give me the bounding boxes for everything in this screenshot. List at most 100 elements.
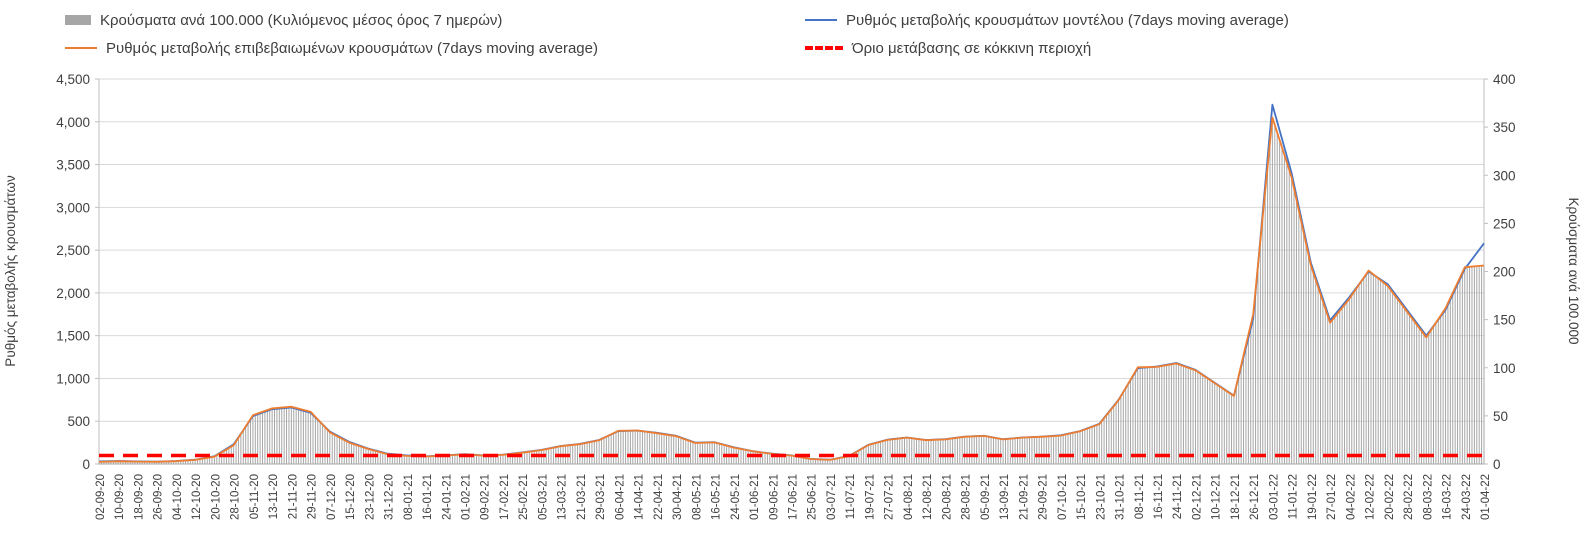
svg-text:26-09-20: 26-09-20 <box>153 474 165 520</box>
svg-text:27-01-22: 27-01-22 <box>1326 474 1338 520</box>
svg-text:31-12-20: 31-12-20 <box>384 474 396 520</box>
svg-text:13-03-21: 13-03-21 <box>557 474 569 520</box>
svg-text:3,500: 3,500 <box>56 158 90 173</box>
model-line-swatch-icon <box>805 19 837 21</box>
svg-text:14-04-21: 14-04-21 <box>634 474 646 520</box>
svg-text:20-08-21: 20-08-21 <box>941 474 953 520</box>
gridlines <box>98 78 1485 465</box>
svg-text:28-10-20: 28-10-20 <box>230 474 242 520</box>
svg-text:31-10-21: 31-10-21 <box>1115 474 1127 520</box>
svg-text:20-02-22: 20-02-22 <box>1384 474 1396 520</box>
svg-text:09-02-21: 09-02-21 <box>480 474 492 520</box>
threshold-dash-swatch-icon <box>805 46 843 50</box>
svg-text:07-10-21: 07-10-21 <box>1057 474 1069 520</box>
svg-text:27-07-21: 27-07-21 <box>884 474 896 520</box>
svg-text:29-11-20: 29-11-20 <box>307 474 319 519</box>
cases-bars <box>98 117 1485 464</box>
svg-text:16-01-21: 16-01-21 <box>422 474 434 520</box>
svg-text:13-11-20: 13-11-20 <box>268 474 280 519</box>
svg-text:4,500: 4,500 <box>56 72 90 87</box>
svg-text:04-02-22: 04-02-22 <box>1345 474 1357 520</box>
svg-text:01-02-21: 01-02-21 <box>460 474 472 520</box>
svg-text:300: 300 <box>1493 168 1516 183</box>
svg-text:12-10-20: 12-10-20 <box>191 474 203 520</box>
svg-text:24-03-22: 24-03-22 <box>1461 474 1473 520</box>
svg-text:01-04-22: 01-04-22 <box>1480 474 1492 520</box>
svg-text:25-06-21: 25-06-21 <box>807 474 819 520</box>
legend-label-threshold: Όριο μετάβασης σε κόκκινη περιοχή <box>852 39 1092 57</box>
svg-text:400: 400 <box>1493 72 1516 87</box>
legend-label-model: Ρυθμός μεταβολής κρουσμάτων μοντέλου (7d… <box>846 11 1289 29</box>
svg-text:4,000: 4,000 <box>56 115 90 130</box>
svg-text:29-09-21: 29-09-21 <box>1038 474 1050 520</box>
svg-text:05-03-21: 05-03-21 <box>537 474 549 520</box>
svg-text:11-07-21: 11-07-21 <box>845 474 857 519</box>
svg-text:08-01-21: 08-01-21 <box>403 474 415 520</box>
svg-text:04-08-21: 04-08-21 <box>903 474 915 520</box>
svg-text:01-06-21: 01-06-21 <box>749 474 761 520</box>
x-axis-labels: 02-09-20 10-09-20 18-09-20 26-09-20 04-10-20… <box>95 474 1492 520</box>
svg-text:24-01-21: 24-01-21 <box>441 474 453 520</box>
svg-text:03-01-22: 03-01-22 <box>1268 474 1280 520</box>
svg-text:21-09-21: 21-09-21 <box>1018 474 1030 520</box>
svg-text:500: 500 <box>67 414 90 429</box>
svg-text:11-01-22: 11-01-22 <box>1288 474 1300 519</box>
plot-svg: 05001,0001,5002,0002,5003,0003,5004,0004… <box>3 72 1581 520</box>
svg-text:21-03-21: 21-03-21 <box>576 474 588 520</box>
svg-text:19-07-21: 19-07-21 <box>864 474 876 520</box>
svg-text:22-04-21: 22-04-21 <box>653 474 665 520</box>
legend-item-cases: Κρούσματα ανά 100.000 (Κυλιόμενος μέσος … <box>65 8 805 32</box>
legend-label-cases: Κρούσματα ανά 100.000 (Κυλιόμενος μέσος … <box>100 11 503 29</box>
svg-text:02-12-21: 02-12-21 <box>1191 474 1203 520</box>
svg-text:04-10-20: 04-10-20 <box>172 474 184 520</box>
svg-text:16-05-21: 16-05-21 <box>711 474 723 520</box>
svg-text:18-09-20: 18-09-20 <box>133 474 145 520</box>
svg-text:21-11-20: 21-11-20 <box>287 474 299 519</box>
legend-item-confirmed: Ρυθμός μεταβολής επιβεβαιωμένων κρουσμάτ… <box>65 36 805 60</box>
svg-text:17-02-21: 17-02-21 <box>499 474 511 520</box>
svg-text:05-09-21: 05-09-21 <box>980 474 992 520</box>
svg-text:16-11-21: 16-11-21 <box>1153 474 1165 519</box>
svg-text:16-03-22: 16-03-22 <box>1442 474 1454 520</box>
legend-item-threshold: Όριο μετάβασης σε κόκκινη περιοχή <box>805 36 1583 60</box>
svg-text:13-09-21: 13-09-21 <box>999 474 1011 520</box>
svg-text:15-12-20: 15-12-20 <box>345 474 357 520</box>
svg-text:30-04-21: 30-04-21 <box>672 474 684 520</box>
legend-item-model: Ρυθμός μεταβολής κρουσμάτων μοντέλου (7d… <box>805 8 1583 32</box>
svg-text:12-08-21: 12-08-21 <box>922 474 934 520</box>
svg-text:06-04-21: 06-04-21 <box>614 474 626 520</box>
svg-text:08-11-21: 08-11-21 <box>1134 474 1146 519</box>
svg-text:24-05-21: 24-05-21 <box>730 474 742 520</box>
svg-text:20-10-20: 20-10-20 <box>210 474 222 520</box>
svg-text:23-10-21: 23-10-21 <box>1095 474 1107 520</box>
svg-text:17-06-21: 17-06-21 <box>788 474 800 520</box>
svg-text:12-02-22: 12-02-22 <box>1365 474 1377 520</box>
svg-text:28-02-22: 28-02-22 <box>1403 474 1415 520</box>
svg-text:200: 200 <box>1493 265 1516 280</box>
svg-text:08-05-21: 08-05-21 <box>691 474 703 520</box>
right-axis-title: Κρούσματα ανά 100.000 <box>1566 197 1581 344</box>
svg-text:2,500: 2,500 <box>56 243 90 258</box>
confirmed-line <box>98 116 1485 463</box>
y-axis-labels: 05001,0001,5002,0002,5003,0003,5004,0004… <box>56 72 1515 472</box>
svg-text:250: 250 <box>1493 216 1516 231</box>
svg-text:15-10-21: 15-10-21 <box>1076 474 1088 520</box>
svg-text:03-07-21: 03-07-21 <box>826 474 838 520</box>
svg-text:1,000: 1,000 <box>56 371 90 386</box>
svg-text:350: 350 <box>1493 120 1516 135</box>
svg-text:26-12-21: 26-12-21 <box>1249 474 1261 520</box>
svg-text:07-12-20: 07-12-20 <box>326 474 338 520</box>
svg-text:1,500: 1,500 <box>56 329 90 344</box>
plot-root: 05001,0001,5002,0002,5003,0003,5004,0004… <box>56 72 1515 520</box>
legend-label-confirmed: Ρυθμός μεταβολής επιβεβαιωμένων κρουσμάτ… <box>106 39 598 57</box>
svg-text:28-08-21: 28-08-21 <box>961 474 973 520</box>
legend: Κρούσματα ανά 100.000 (Κυλιόμενος μέσος … <box>0 0 1583 60</box>
svg-text:23-12-20: 23-12-20 <box>364 474 376 520</box>
svg-text:50: 50 <box>1493 409 1508 424</box>
svg-text:2,000: 2,000 <box>56 286 90 301</box>
svg-text:18-12-21: 18-12-21 <box>1230 474 1242 520</box>
svg-text:0: 0 <box>1493 457 1501 472</box>
svg-text:10-09-20: 10-09-20 <box>114 474 126 520</box>
svg-text:100: 100 <box>1493 361 1516 376</box>
svg-text:08-03-22: 08-03-22 <box>1422 474 1434 520</box>
